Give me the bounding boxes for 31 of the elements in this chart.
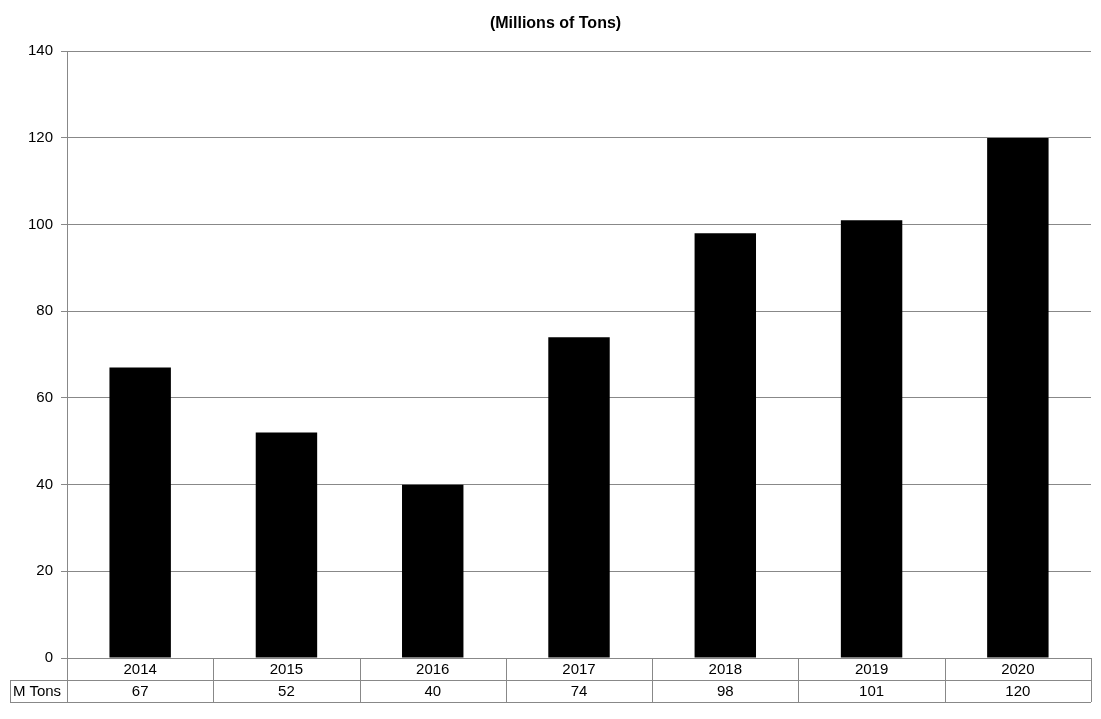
y-tick-label: 40 xyxy=(36,474,54,492)
bar xyxy=(109,367,171,658)
text: M Tons xyxy=(13,682,62,700)
data-label: 52 xyxy=(278,682,295,700)
x-tick-label: 2017 xyxy=(562,660,596,678)
bar xyxy=(987,137,1049,658)
data-label: 98 xyxy=(716,682,734,700)
bar xyxy=(694,233,757,658)
y-tick-label: 100 xyxy=(28,214,54,232)
x-tick-label: 2016 xyxy=(416,660,450,678)
x-tick-label: 2019 xyxy=(854,660,889,678)
x-tick-label: 2015 xyxy=(269,660,304,678)
data-label: 101 xyxy=(859,682,885,700)
y-tick-label: 120 xyxy=(28,128,54,146)
bar xyxy=(255,432,318,658)
data-label: 67 xyxy=(131,682,149,700)
bar xyxy=(548,337,610,658)
chart-title: (Millions of Tons) xyxy=(489,14,622,32)
x-tick-label: 2020 xyxy=(1001,660,1035,678)
data-label: 74 xyxy=(570,682,588,700)
x-tick-label: 2014 xyxy=(123,660,157,678)
x-tick-label: 2018 xyxy=(708,660,742,678)
y-tick-label: 140 xyxy=(28,41,54,59)
y-tick-label: 80 xyxy=(36,301,54,319)
y-tick-label: 60 xyxy=(36,388,54,406)
y-tick-label: 0 xyxy=(44,648,54,666)
bar xyxy=(840,220,903,658)
y-tick-label: 20 xyxy=(36,561,54,579)
bar xyxy=(402,484,464,658)
data-label: 120 xyxy=(1005,682,1031,700)
data-label: 40 xyxy=(424,682,442,700)
